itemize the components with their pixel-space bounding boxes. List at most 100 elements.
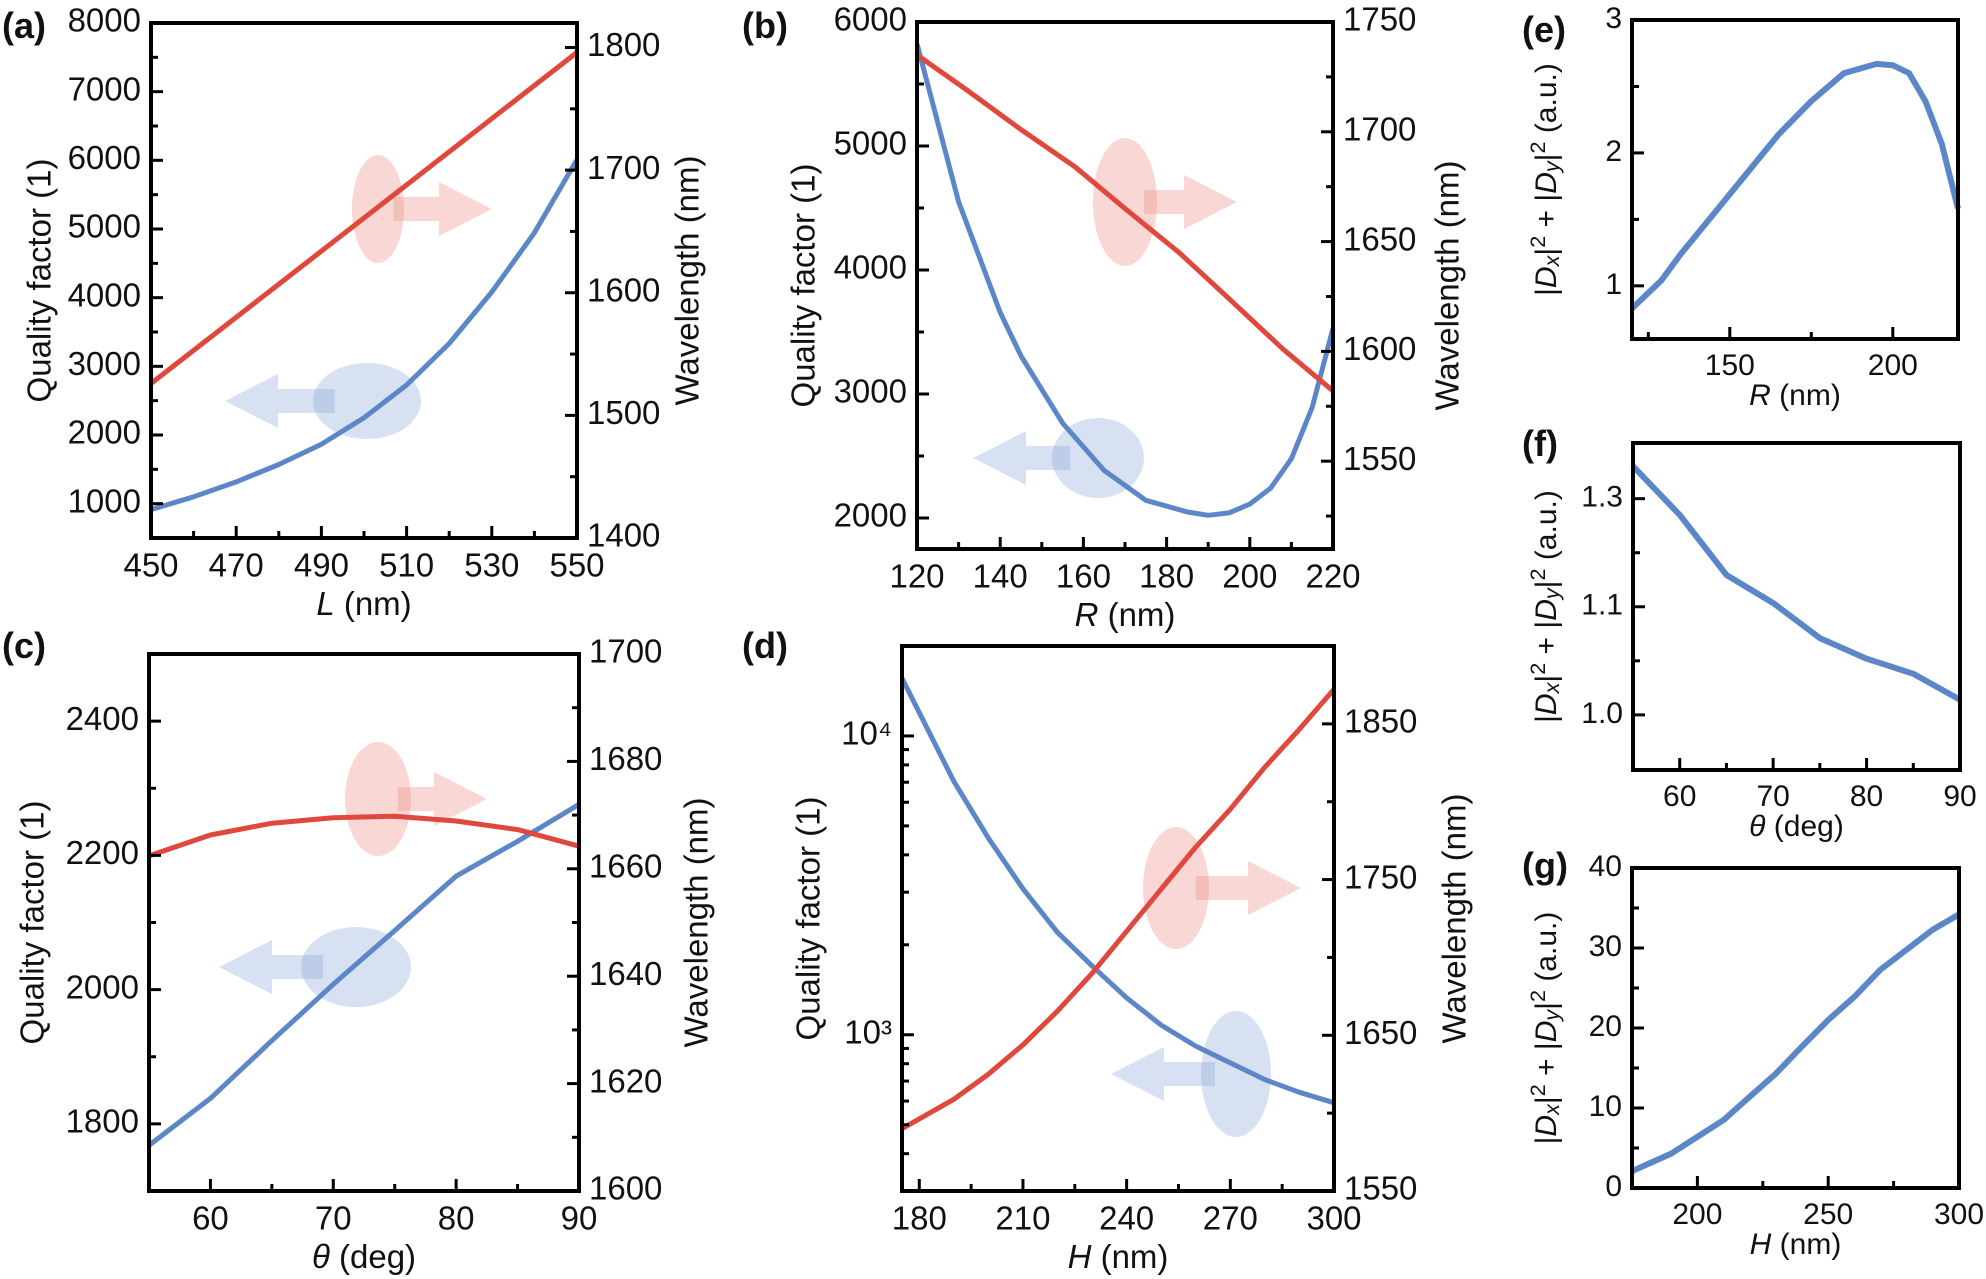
y-tick-label: 10⁴ <box>841 715 892 752</box>
x-tick-label: 160 <box>1056 558 1111 595</box>
panel-label: (g) <box>1522 845 1568 886</box>
y-tick-label: 6000 <box>68 139 141 176</box>
q-factor-series-line <box>899 677 1335 1106</box>
y-tick-label: 40 <box>1589 850 1622 883</box>
y2-tick-label: 1640 <box>589 955 662 992</box>
x-tick-label: 60 <box>1663 780 1696 813</box>
q-factor-ellipse-icon <box>313 363 421 439</box>
x-tick-label: 90 <box>561 1200 598 1237</box>
x-tick-label: 510 <box>379 547 434 584</box>
y-tick-label: 20 <box>1589 1010 1622 1043</box>
x-tick-label: 70 <box>1756 780 1789 813</box>
panel-label: (f) <box>1522 423 1558 464</box>
y-tick-label: 2 <box>1605 135 1622 168</box>
y2-tick-label: 1750 <box>1344 858 1417 895</box>
y2-tick-label: 1620 <box>589 1062 662 1099</box>
panel-label: (e) <box>1522 9 1566 50</box>
y-axis-title: Quality factor (1) <box>21 159 58 403</box>
y-tick-label: 2400 <box>66 700 139 737</box>
y2-tick-label: 1500 <box>587 394 660 431</box>
q-factor-series-line <box>150 158 580 512</box>
y2-axis-title: Wavelength (nm) <box>669 155 706 405</box>
x-tick-label: 120 <box>889 558 944 595</box>
left-arrow-icon <box>1111 1047 1215 1101</box>
panel-b: 120 140 160 180 200 220 2000 3000 4000 5000 6000 15… <box>742 1 1466 633</box>
y-tick-label: 3000 <box>68 345 141 382</box>
y-tick-label: 4000 <box>68 276 141 313</box>
wavelength-series-line <box>900 687 1336 1131</box>
y-axis-title: |Dx|2 + |Dy|2 (a.u.) <box>1525 490 1564 723</box>
x-tick-label: 470 <box>209 547 264 584</box>
y-tick-label: 1.1 <box>1581 589 1623 622</box>
q-factor-series-line <box>914 43 1336 518</box>
left-arrow-icon <box>973 431 1071 485</box>
y-tick-label: 5000 <box>834 125 907 162</box>
left-arrow-icon <box>219 940 323 994</box>
panel-g: 200 250 300 0 10 20 30 40 H (nm) |Dx|2 + |Dy|2 (a… <box>1522 845 1984 1261</box>
x-tick-label: 550 <box>549 547 604 584</box>
y2-tick-label: 1850 <box>1344 703 1417 740</box>
y2-tick-label: 1550 <box>1344 1170 1417 1207</box>
x-axis-title: R (nm) <box>1075 596 1176 633</box>
y-tick-label: 3000 <box>834 373 907 410</box>
x-tick-label: 180 <box>1139 558 1194 595</box>
y-tick-label: 2000 <box>834 497 907 534</box>
wavelength-series-line <box>148 813 580 859</box>
q-factor-series-line <box>147 802 581 1148</box>
panel-label: (d) <box>742 625 788 666</box>
y-tick-label: 10³ <box>844 1013 892 1050</box>
dipole-series-line <box>1630 464 1962 703</box>
y2-tick-label: 1650 <box>1344 1014 1417 1051</box>
y2-tick-label: 1800 <box>587 26 660 63</box>
x-tick-label: 240 <box>1099 1200 1154 1237</box>
plot-frame <box>1630 18 1960 341</box>
x-tick-label: 150 <box>1705 349 1755 382</box>
y-tick-label: 4000 <box>834 249 907 286</box>
x-tick-label: 450 <box>123 547 178 584</box>
y2-tick-label: 1660 <box>589 848 662 885</box>
wavelength-series-line <box>915 52 1335 393</box>
plot-frame <box>1631 441 1962 772</box>
x-axis-title: R (nm) <box>1749 379 1841 412</box>
y-tick-label: 2000 <box>68 414 141 451</box>
x-axis-title: H (nm) <box>1750 1228 1842 1261</box>
y-tick-label: 1 <box>1605 268 1622 301</box>
y2-tick-label: 1680 <box>589 740 662 777</box>
wavelength-ellipse-icon <box>345 742 411 856</box>
y2-tick-label: 1700 <box>589 633 662 670</box>
y-tick-label: 7000 <box>68 70 141 107</box>
x-tick-label: 530 <box>464 547 519 584</box>
wavelength-ellipse-icon <box>1143 827 1209 949</box>
panel-e: 150 200 1 2 3 R (nm) |Dx|2 + |Dy|2 (a.u.) (e) <box>1522 2 1961 412</box>
y-tick-label: 6000 <box>834 1 907 38</box>
plot-frame <box>1630 866 1961 1190</box>
panel-d: 180 210 240 270 300 10³ 10⁴ 1550 1650 1750 1850 Wav… <box>742 625 1473 1275</box>
y2-tick-label: 1750 <box>1343 1 1416 38</box>
x-tick-label: 80 <box>1850 780 1883 813</box>
x-tick-label: 490 <box>294 547 349 584</box>
x-tick-label: 200 <box>1672 1198 1722 1231</box>
y2-axis-title: Wavelength (nm) <box>678 797 715 1047</box>
y2-axis-title: Wavelength (nm) <box>1436 793 1473 1043</box>
y-tick-label: 10 <box>1589 1090 1622 1123</box>
dipole-series-line <box>1630 911 1961 1174</box>
x-axis-title: H (nm) <box>1068 1238 1169 1275</box>
y2-tick-label: 1600 <box>589 1170 662 1207</box>
y-axis-title: Quality factor (1) <box>785 164 822 408</box>
x-tick-label: 80 <box>438 1200 475 1237</box>
x-tick-label: 300 <box>1934 1198 1984 1231</box>
x-tick-label: 210 <box>995 1200 1050 1237</box>
x-axis-title: L (nm) <box>316 585 411 622</box>
y-tick-label: 8000 <box>68 2 141 39</box>
x-tick-label: 140 <box>973 558 1028 595</box>
y-tick-label: 0 <box>1605 1170 1622 1203</box>
y2-tick-label: 1650 <box>1343 220 1416 257</box>
y2-axis-title: Wavelength (nm) <box>1429 160 1466 410</box>
y-axis-title: |Dx|2 + |Dy|2 (a.u.) <box>1525 912 1564 1145</box>
y-axis-title: Quality factor (1) <box>14 801 51 1045</box>
y2-tick-label: 1700 <box>587 149 660 186</box>
y2-tick-label: 1700 <box>1343 111 1416 148</box>
panel-f: 60 70 80 90 1.0 1.1 1.3 θ (deg) |Dx|2 + |Dy|2 (a… <box>1522 423 1977 843</box>
x-tick-label: 270 <box>1203 1200 1258 1237</box>
